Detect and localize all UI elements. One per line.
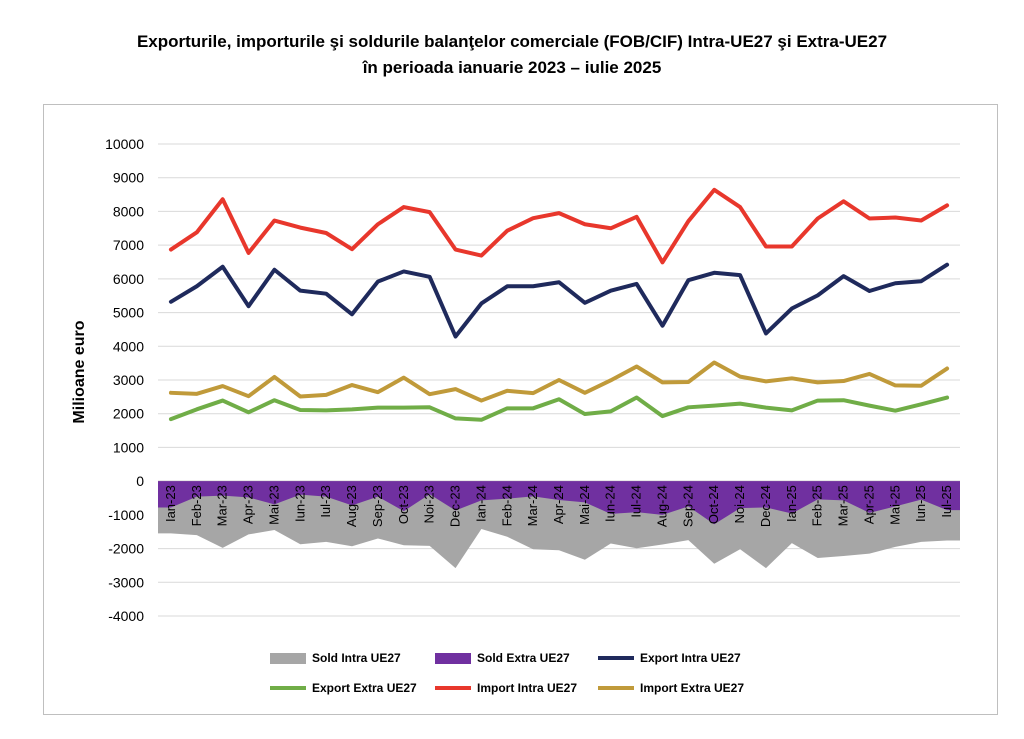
chart-title-line2: în perioada ianuarie 2023 – iulie 2025 [362, 58, 662, 77]
legend-swatch [270, 652, 306, 664]
x-tick-label: Oct-24 [706, 485, 721, 524]
x-tick-label: Mai-23 [266, 485, 281, 525]
x-tick-label: Sep-24 [680, 485, 695, 527]
legend-item-export-intra: Export Intra UE27 [598, 648, 741, 668]
legend-swatch [435, 652, 471, 664]
line-import-extra-ue27 [168, 360, 950, 403]
x-tick-label: Mai-25 [887, 485, 902, 525]
x-tick-label: Iul-23 [318, 485, 333, 518]
legend-label: Export Extra UE27 [312, 681, 417, 695]
x-tick-label: Ian-25 [784, 485, 799, 522]
x-tick-label: Dec-23 [448, 485, 463, 527]
y-tick-label: -2000 [108, 541, 144, 557]
y-tick-label: 7000 [113, 237, 144, 253]
x-tick-label: Noi-23 [422, 485, 437, 523]
y-tick-label: 2000 [113, 406, 144, 422]
legend-item-import-intra: Import Intra UE27 [435, 678, 577, 698]
x-tick-label: Apr-25 [861, 485, 876, 524]
legend-item-sold-extra: Sold Extra UE27 [435, 648, 570, 668]
x-tick-label: Sep-23 [370, 485, 385, 527]
y-tick-label: -1000 [108, 507, 144, 523]
legend-label: Sold Extra UE27 [477, 651, 570, 665]
x-tick-label: Feb-25 [810, 485, 825, 526]
legend: Sold Intra UE27 Sold Extra UE27 Export I… [265, 648, 785, 698]
x-tick-label: Ian-24 [473, 485, 488, 522]
legend-swatch [435, 686, 471, 690]
line-export-intra-ue27 [168, 262, 950, 339]
line-import-intra-ue27 [168, 187, 950, 265]
y-tick-label: 8000 [113, 203, 144, 219]
x-tick-label: Apr-23 [241, 485, 256, 524]
x-tick-label: Iun-24 [603, 485, 618, 522]
x-tick-label: Mar-24 [525, 485, 540, 526]
y-tick-label: 0 [136, 473, 144, 489]
legend-label: Import Extra UE27 [640, 681, 745, 695]
y-tick-label: 9000 [113, 170, 144, 186]
x-tick-label: Aug-24 [654, 485, 669, 527]
legend-label: Sold Intra UE27 [312, 651, 401, 665]
x-tick-label: Apr-24 [551, 485, 566, 524]
x-tick-label: Oct-23 [396, 485, 411, 524]
y-tick-label: 1000 [113, 439, 144, 455]
x-tick-label: Dec-24 [758, 485, 773, 527]
legend-swatch [598, 656, 634, 660]
x-tick-label: Iun-23 [292, 485, 307, 522]
x-tick-label: Mar-23 [215, 485, 230, 526]
x-tick-label: Feb-23 [189, 485, 204, 526]
area-sold-extra-ue27 [158, 481, 960, 525]
chart-title-line1: Exporturile, importurile şi soldurile ba… [136, 32, 888, 51]
y-tick-label: -3000 [108, 574, 144, 590]
legend-label: Import Intra UE27 [477, 681, 578, 695]
legend-label: Export Intra UE27 [640, 651, 741, 665]
x-tick-label: Mar-25 [836, 485, 851, 526]
y-tick-label: 4000 [113, 338, 144, 354]
y-tick-label: 5000 [113, 305, 144, 321]
x-tick-label: Iun-25 [913, 485, 928, 522]
line-export-extra-ue27 [168, 395, 950, 422]
chart-frame [43, 104, 998, 715]
legend-swatch [270, 686, 306, 690]
y-tick-label: -4000 [108, 608, 144, 624]
y-tick-label: 3000 [113, 372, 144, 388]
y-axis-label: Milioane euro [71, 320, 88, 423]
legend-item-export-extra: Export Extra UE27 [270, 678, 417, 698]
x-tick-label: Noi-24 [732, 485, 747, 523]
legend-item-sold-intra: Sold Intra UE27 [270, 648, 401, 668]
x-tick-label: Mai-24 [577, 485, 592, 525]
x-tick-label: Ian-23 [163, 485, 178, 522]
y-tick-label: 10000 [105, 136, 144, 152]
x-tick-label: Aug-23 [344, 485, 359, 527]
legend-swatch [598, 686, 634, 690]
y-tick-label: 6000 [113, 271, 144, 287]
legend-item-import-extra: Import Extra UE27 [598, 678, 744, 698]
x-tick-label: Iul-24 [629, 485, 644, 518]
x-tick-label: Iul-25 [939, 485, 954, 518]
x-tick-label: Feb-24 [499, 485, 514, 526]
